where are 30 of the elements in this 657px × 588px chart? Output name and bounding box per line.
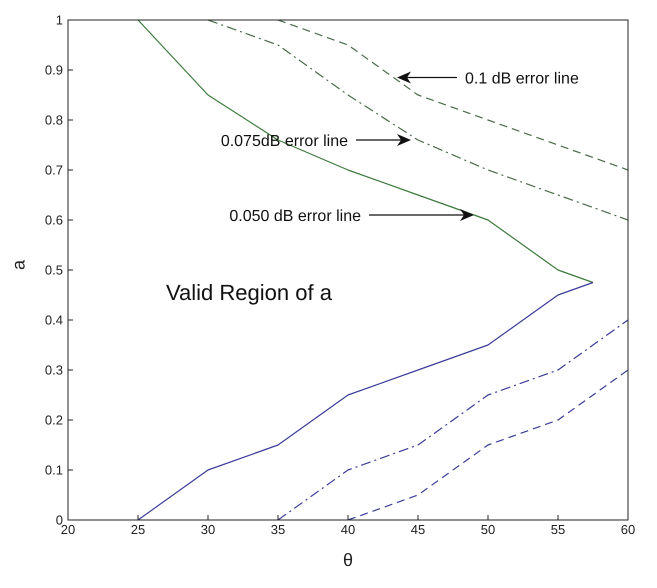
x-tick-label: 50	[480, 522, 496, 538]
x-tick-label: 55	[550, 522, 566, 538]
x-tick-label: 45	[410, 522, 426, 538]
annotation: 0.1 dB error line	[465, 70, 579, 88]
line-series	[137, 20, 594, 284]
y-tick-label: 0.5	[44, 262, 63, 278]
y-tick-label: 0.6	[44, 212, 63, 228]
x-axis-title: θ	[342, 550, 354, 570]
y-tick-label: 0.1	[44, 462, 63, 478]
annotation: Valid Region of a	[166, 280, 333, 305]
y-tick-label: 0.8	[44, 112, 63, 128]
line-series	[347, 369, 628, 520]
y-tick-label: 0.7	[44, 162, 63, 178]
x-tick-label: 40	[340, 522, 356, 538]
annotation: 0.075dB error line	[220, 133, 348, 150]
y-tick-label: 0.3	[44, 362, 63, 378]
y-axis-title: a	[8, 259, 28, 270]
line-series	[207, 20, 628, 221]
x-tick-label: 30	[200, 522, 216, 538]
line-series	[137, 282, 594, 520]
annotation: 0.050 dB error line	[229, 208, 362, 225]
y-tick-label: 1	[56, 12, 63, 28]
line-series	[277, 319, 628, 520]
y-tick-label: 0.2	[44, 412, 63, 428]
y-tick-label: 0.4	[44, 312, 63, 328]
y-tick-label: 0.9	[44, 62, 63, 78]
x-tick-label: 60	[620, 522, 636, 538]
y-tick-label: 0	[56, 512, 63, 528]
x-tick-label: 35	[270, 522, 286, 538]
x-tick-label: 25	[130, 522, 146, 538]
